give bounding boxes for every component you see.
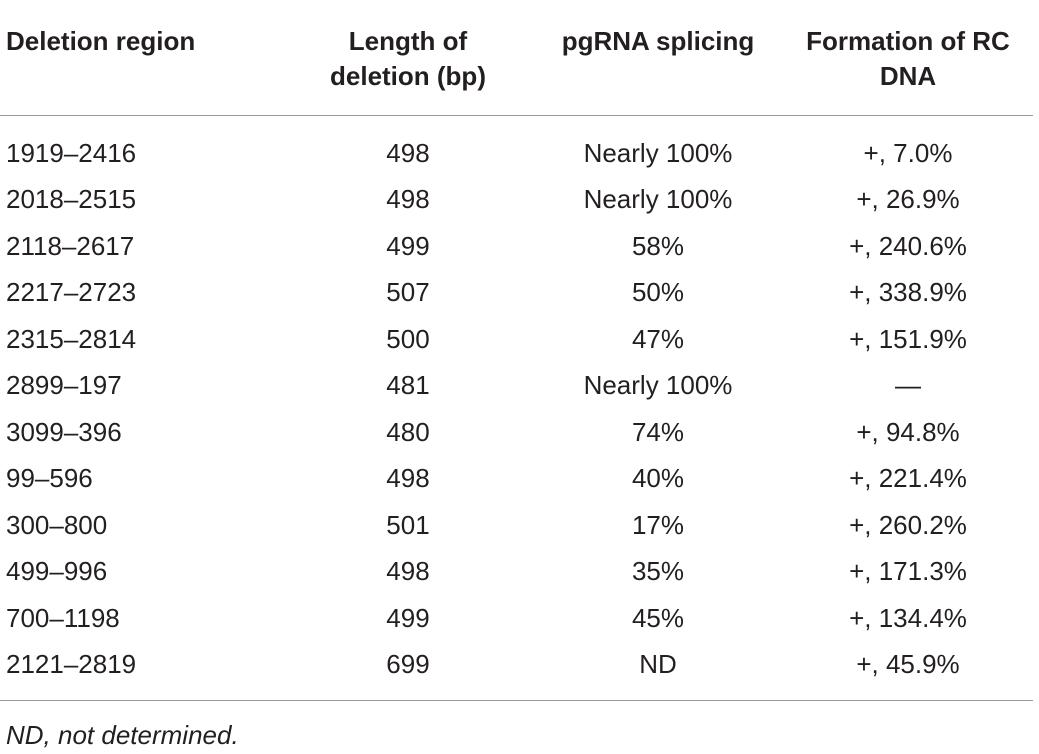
rc-dna-formation-cell: — — [895, 370, 921, 401]
length-cell: 498 — [386, 556, 430, 587]
length-cell: 499 — [386, 602, 430, 633]
deletion-region-cell: 2217–2723 — [6, 277, 137, 308]
deletion-region-cell: 2018–2515 — [6, 184, 137, 215]
deletion-region-cell: 2315–2814 — [6, 323, 137, 354]
deletion-region-cell: 2899–197 — [6, 370, 122, 401]
header-length-line2: deletion (bp) — [330, 61, 486, 91]
pgrna-splicing-cell: 50% — [631, 277, 685, 308]
table-row: 300–800 501 17% +, 260.2% — [0, 502, 1033, 549]
pgrna-splicing-cell: 58% — [631, 230, 685, 261]
deletion-region-cell: 2118–2617 — [6, 230, 135, 261]
deletion-region-cell: 700–1198 — [6, 602, 120, 633]
header-pgrna-splicing: pgRNA splicing — [533, 0, 783, 116]
length-cell: 501 — [386, 509, 430, 540]
deletion-region-cell: 1919–2416 — [6, 137, 137, 168]
header-deletion-region-text: Deletion region — [6, 26, 196, 56]
pgrna-splicing-cell: Nearly 100% — [583, 370, 733, 401]
header-formation-line1: Formation of RC — [806, 26, 1010, 56]
table-row: 499–996 498 35% +, 171.3% — [0, 549, 1033, 596]
table-header: Deletion region Length of deletion (bp) … — [0, 0, 1033, 116]
length-cell: 498 — [386, 137, 430, 168]
table-body: 1919–2416 498 Nearly 100% +, 7.0% 2018–2515 4… — [0, 116, 1033, 701]
length-cell: 498 — [386, 184, 430, 215]
pgrna-splicing-cell: Nearly 100% — [583, 184, 733, 215]
deletion-region-cell: 99–596 — [6, 463, 93, 494]
pgrna-splicing-cell: 40% — [631, 463, 685, 494]
length-cell: 498 — [386, 463, 430, 494]
rc-dna-formation-cell: +, 7.0% — [863, 137, 953, 168]
table-row: 2018–2515 498 Nearly 100% +, 26.9% — [0, 177, 1033, 224]
table-row: 99–596 498 40% +, 221.4% — [0, 456, 1033, 503]
table-row: 2899–197 481 Nearly 100% — — [0, 363, 1033, 410]
deletion-region-cell: 300–800 — [6, 509, 108, 540]
length-cell: 699 — [283, 641, 533, 701]
rc-dna-formation-cell: +, 260.2% — [849, 509, 967, 540]
deletion-region-cell: 499–996 — [6, 556, 108, 587]
rc-dna-formation-cell: +, 26.9% — [856, 184, 960, 215]
pgrna-splicing-cell: 35% — [631, 556, 685, 587]
rc-dna-formation-cell: +, 240.6% — [849, 230, 967, 261]
pgrna-splicing-cell: 45% — [631, 602, 685, 633]
header-formation-line2: DNA — [879, 61, 937, 91]
rc-dna-formation-cell: +, 45.9% — [783, 641, 1033, 701]
pgrna-splicing-cell: Nearly 100% — [583, 137, 733, 168]
length-cell: 499 — [386, 230, 430, 261]
pgrna-splicing-cell: 74% — [631, 416, 685, 447]
pgrna-splicing-cell: 47% — [631, 323, 685, 354]
pgrna-splicing-cell: 17% — [631, 509, 685, 540]
header-formation-rc-dna: Formation of RC DNA — [783, 0, 1033, 116]
length-cell: 507 — [386, 277, 430, 308]
table-row: 1919–2416 498 Nearly 100% +, 7.0% — [0, 116, 1033, 177]
length-cell: 481 — [386, 370, 430, 401]
table-row: 700–1198 499 45% +, 134.4% — [0, 595, 1033, 642]
table-row: 2118–2617 499 58% +, 240.6% — [0, 223, 1033, 270]
rc-dna-formation-cell: +, 94.8% — [856, 416, 960, 447]
rc-dna-formation-cell: +, 151.9% — [849, 323, 967, 354]
rc-dna-formation-cell: +, 221.4% — [849, 463, 967, 494]
header-row: Deletion region Length of deletion (bp) … — [0, 0, 1033, 116]
rc-dna-formation-cell: +, 134.4% — [849, 602, 967, 633]
table-row: 3099–396 480 74% +, 94.8% — [0, 409, 1033, 456]
header-length-of-deletion: Length of deletion (bp) — [283, 0, 533, 116]
deletion-table: Deletion region Length of deletion (bp) … — [0, 0, 1033, 701]
header-deletion-region: Deletion region — [0, 0, 283, 116]
header-length-line1: Length of — [348, 26, 468, 56]
table-row: 2315–2814 500 47% +, 151.9% — [0, 316, 1033, 363]
length-cell: 500 — [386, 323, 430, 354]
rc-dna-formation-cell: +, 171.3% — [849, 556, 967, 587]
deletion-region-cell: 3099–396 — [6, 416, 122, 447]
deletion-region-cell: 2121–2819 — [0, 641, 283, 701]
header-pgrna-splicing-text: pgRNA splicing — [561, 26, 755, 56]
table-footnote: ND, not determined. — [6, 720, 239, 750]
table-row: 2121–2819 699 ND +, 45.9% — [0, 641, 1033, 701]
deletion-table-container: Deletion region Length of deletion (bp) … — [0, 0, 1033, 701]
pgrna-splicing-cell: ND — [533, 641, 783, 701]
length-cell: 480 — [386, 416, 430, 447]
rc-dna-formation-cell: +, 338.9% — [849, 277, 967, 308]
table-row: 2217–2723 507 50% +, 338.9% — [0, 270, 1033, 317]
